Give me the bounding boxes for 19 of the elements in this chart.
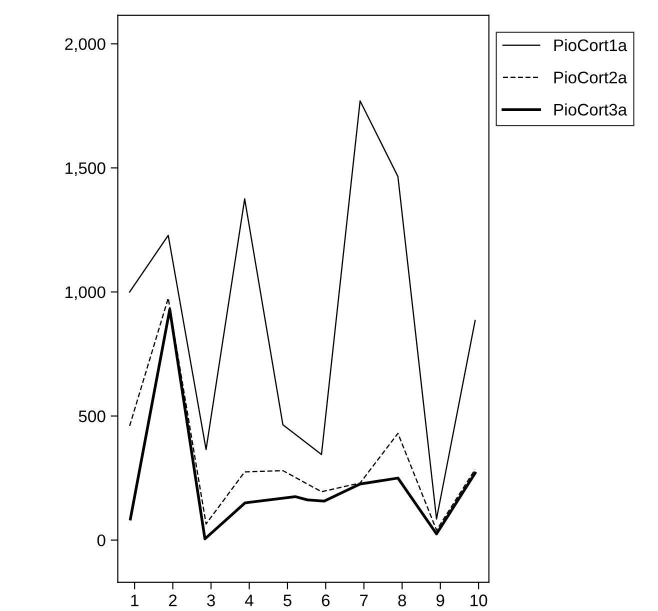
x-tick-label: 6 bbox=[322, 594, 330, 606]
legend-label: PioCort2a bbox=[554, 71, 628, 84]
y-tick-label: 500 bbox=[78, 410, 106, 422]
x-tick-label: 7 bbox=[360, 594, 368, 606]
x-tick-label: 10 bbox=[470, 594, 488, 606]
x-tick-label: 4 bbox=[245, 594, 254, 606]
line-series bbox=[129, 100, 476, 520]
legend-label: PioCort3a bbox=[554, 103, 628, 116]
y-tick-label: 1,000 bbox=[66, 286, 106, 300]
y-tick-label: 1,500 bbox=[66, 162, 106, 176]
x-tick-label: 8 bbox=[398, 594, 406, 606]
x-tick-label: 5 bbox=[284, 594, 292, 606]
y-tick-label: 0 bbox=[97, 534, 106, 546]
y-tick-label: 2,000 bbox=[65, 38, 106, 52]
legend-label: PioCort1a bbox=[554, 38, 628, 52]
x-tick-label: 9 bbox=[436, 594, 444, 606]
x-tick-label: 2 bbox=[169, 594, 177, 606]
x-tick-label: 1 bbox=[131, 594, 138, 606]
x-tick-label: 3 bbox=[207, 594, 215, 606]
